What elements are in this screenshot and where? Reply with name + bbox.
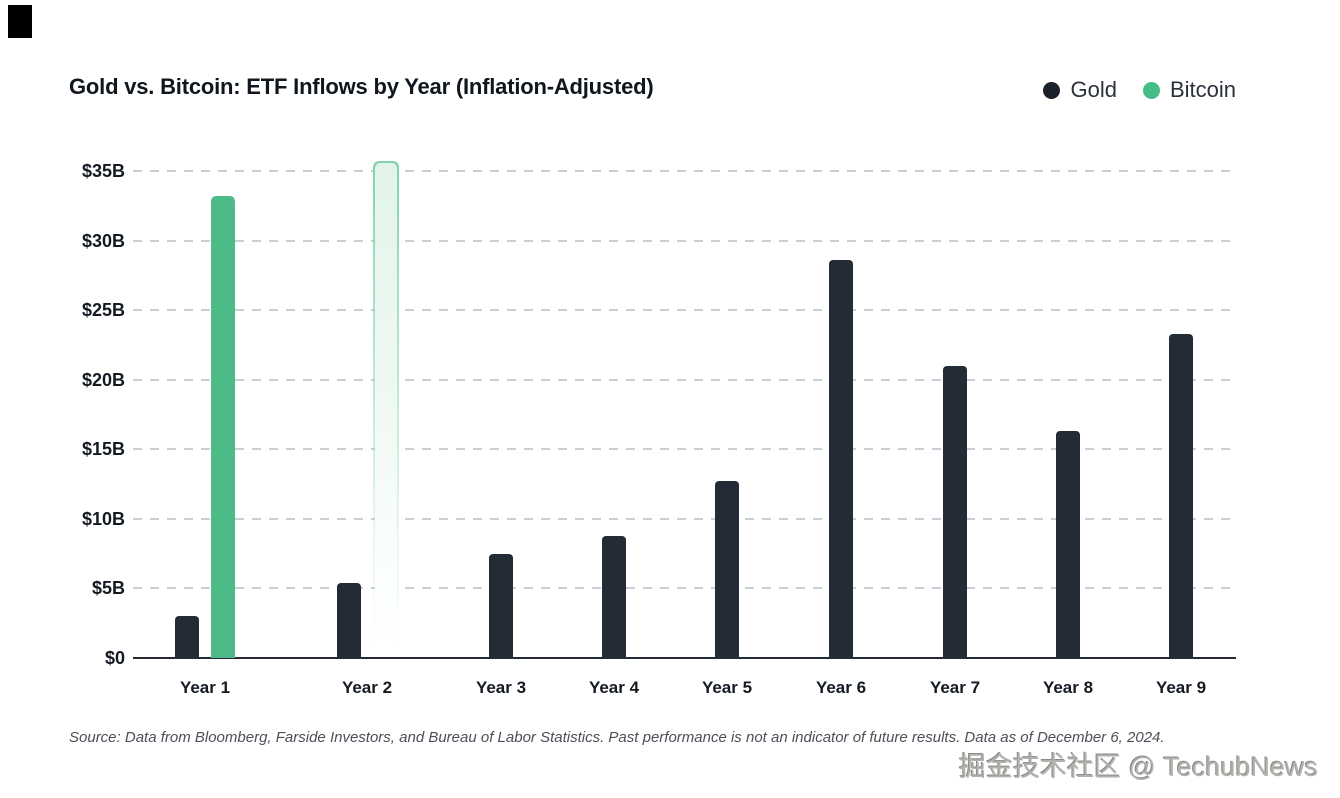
x-axis-tick-label: Year 3 <box>475 678 527 697</box>
bar-bitcoin-year-2-projected <box>373 161 399 658</box>
gold-legend-dot-icon <box>1043 81 1061 99</box>
bar-gold-year-1 <box>175 616 199 658</box>
bar-gold-year-7 <box>943 365 967 658</box>
x-axis-tick-label: Year 6 <box>815 678 867 697</box>
x-axis-tick-label: Year 8 <box>1042 678 1094 697</box>
bar-bitcoin-projected-fill <box>375 163 397 656</box>
bar-bitcoin-year-1 <box>211 196 235 658</box>
bar-gold-year-5 <box>715 481 739 658</box>
gridline-5b <box>133 587 1236 590</box>
bar-gold-year-6 <box>829 260 853 658</box>
gridline-30b <box>133 239 1236 242</box>
gridline-25b <box>133 309 1236 312</box>
gridline-35b <box>133 170 1236 172</box>
legend-label-bitcoin: Bitcoin <box>1169 77 1236 102</box>
bitcoin-legend-dot-icon <box>1142 81 1160 99</box>
y-axis-tick-label: $30B <box>81 230 125 251</box>
y-axis-tick-label: $0 <box>104 648 125 668</box>
legend-item-gold: Gold <box>1043 77 1117 103</box>
y-axis-tick-label: $10B <box>81 508 125 529</box>
y-axis-tick-label: $15B <box>81 439 125 460</box>
x-axis-tick-label: Year 5 <box>701 678 753 697</box>
watermark: 掘金技术社区 @ TechubNews <box>959 752 1318 782</box>
corner-mark <box>8 5 32 38</box>
gridline-15b <box>133 448 1236 451</box>
x-axis-tick-label: Year 2 <box>341 678 393 697</box>
y-axis-tick-label: $25B <box>81 300 125 321</box>
y-axis-tick-label: $35B <box>81 161 125 181</box>
chart-title: Gold vs. Bitcoin: ETF Inflows by Year (I… <box>69 74 654 99</box>
bar-gold-year-8 <box>1056 431 1080 658</box>
gridline-20b <box>133 378 1236 381</box>
y-axis-tick-label: $20B <box>81 369 125 390</box>
x-axis-tick-label: Year 4 <box>588 678 640 697</box>
legend-label-gold: Gold <box>1070 77 1117 102</box>
gridline-10b <box>133 517 1236 520</box>
bar-gold-year-2 <box>337 582 361 658</box>
chart-legend: Gold Bitcoin <box>1043 77 1236 103</box>
bar-gold-year-4 <box>602 535 626 658</box>
x-axis-line <box>133 657 1236 659</box>
x-axis-tick-label: Year 7 <box>929 678 981 697</box>
y-axis-tick-label: $5B <box>91 578 125 599</box>
source-note: Source: Data from Bloomberg, Farside Inv… <box>69 729 1165 746</box>
x-axis-tick-label: Year 9 <box>1155 678 1207 697</box>
bar-gold-year-9 <box>1169 333 1193 658</box>
x-axis-tick-label: Year 1 <box>179 678 231 697</box>
bar-gold-year-3 <box>489 553 513 658</box>
legend-item-bitcoin: Bitcoin <box>1142 77 1236 103</box>
